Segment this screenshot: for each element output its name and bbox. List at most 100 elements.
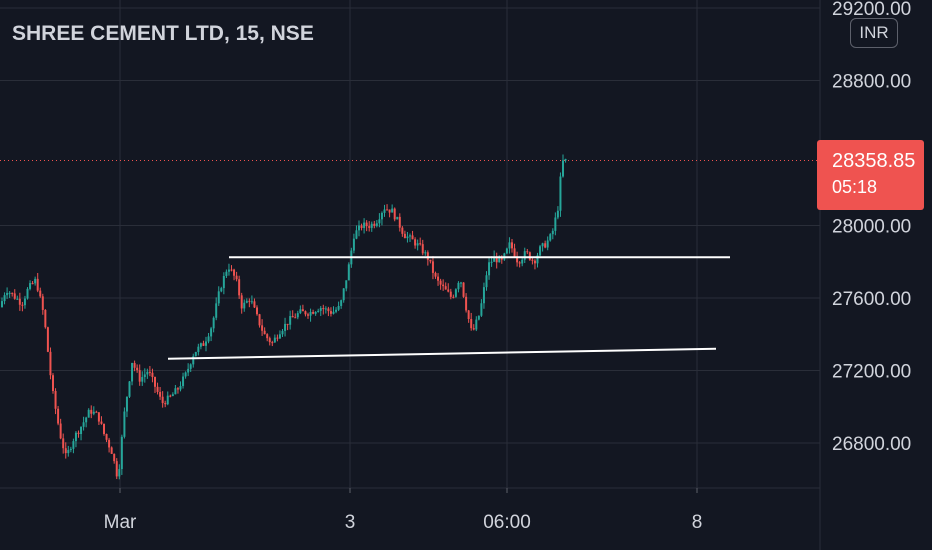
last-price-tag: 28358.85 05:18 — [817, 140, 924, 210]
y-tick-label: 27600.00 — [832, 289, 911, 310]
candle-body — [544, 243, 547, 248]
last-price-value: 28358.85 — [832, 150, 916, 172]
candle-body — [500, 256, 503, 260]
candle-body — [411, 235, 414, 240]
candle-body — [276, 337, 279, 339]
candle-body — [495, 256, 498, 263]
candle-body — [238, 279, 241, 296]
candle-body — [248, 300, 251, 302]
bar-countdown: 05:18 — [832, 177, 878, 197]
candle-body — [360, 225, 363, 228]
candle-body — [16, 298, 19, 300]
candle-body — [105, 433, 108, 440]
candle-body — [113, 453, 116, 462]
candle-body — [281, 330, 284, 335]
candle-body — [235, 275, 238, 280]
candle-body — [8, 292, 11, 294]
candle-body — [74, 432, 77, 442]
candle-body — [309, 311, 312, 316]
candle-body — [128, 381, 131, 397]
candlestick-series — [0, 154, 820, 480]
candle-body — [539, 246, 542, 256]
candle-body — [439, 280, 442, 285]
candle-body — [470, 318, 473, 329]
candle-body — [41, 296, 44, 310]
grid-lines — [0, 0, 820, 488]
candle-body — [314, 312, 317, 314]
candle-body — [368, 226, 371, 228]
candle-body — [67, 449, 70, 454]
candle-body — [171, 394, 174, 397]
y-tick-label: 26800.00 — [832, 434, 911, 455]
candle-body — [449, 291, 452, 297]
candle-body — [210, 328, 213, 337]
candle-body — [322, 308, 325, 310]
candle-body — [245, 300, 248, 303]
candle-body — [480, 303, 483, 316]
candle-body — [375, 223, 378, 226]
candle-body — [57, 408, 60, 424]
candle-body — [250, 301, 253, 303]
candle-body — [233, 269, 236, 276]
candle-body — [304, 311, 307, 315]
candle-body — [363, 222, 366, 228]
candle-body — [378, 219, 381, 224]
candle-body — [505, 248, 508, 254]
candle-body — [526, 251, 529, 253]
candle-body — [444, 286, 447, 290]
candle-body — [184, 372, 187, 377]
candle-body — [64, 448, 67, 454]
candle-body — [31, 283, 34, 285]
candle-body — [266, 334, 269, 339]
candle-body — [202, 343, 205, 346]
candle-body — [370, 223, 373, 228]
trendline-group[interactable] — [167, 256, 730, 360]
candle-body — [82, 422, 85, 427]
y-tick-label: 28800.00 — [832, 72, 911, 93]
candle-body — [406, 236, 409, 239]
candle-body — [77, 432, 80, 434]
candle-body — [23, 298, 26, 306]
candle-body — [118, 469, 121, 477]
candle-body — [108, 439, 111, 448]
y-tick-label: 29200.00 — [832, 0, 911, 20]
candle-body — [182, 376, 185, 387]
candle-body — [365, 222, 368, 227]
candle-body — [521, 259, 524, 264]
candle-body — [54, 390, 57, 409]
candle-body — [97, 412, 100, 422]
candle-body — [513, 248, 516, 257]
candle-body — [536, 255, 539, 264]
candle-body — [230, 269, 233, 271]
candle-body — [319, 308, 322, 311]
candle-body — [347, 264, 350, 281]
candle-body — [29, 283, 32, 289]
support-trendline[interactable] — [167, 347, 717, 360]
candle-body — [136, 367, 139, 371]
candle-body — [284, 323, 287, 331]
candle-body — [18, 298, 21, 305]
candle-body — [80, 426, 83, 434]
candle-body — [199, 343, 202, 347]
candle-body — [212, 317, 215, 329]
candle-body — [225, 271, 228, 276]
candle-body — [143, 374, 146, 378]
candle-body — [416, 243, 419, 246]
candle-body — [72, 441, 75, 449]
currency-button[interactable]: INR — [850, 18, 898, 48]
x-tick-label: 8 — [692, 512, 703, 533]
candle-body — [434, 272, 437, 277]
candle-body — [215, 303, 218, 318]
candle-body — [421, 244, 424, 254]
candle-body — [176, 388, 179, 390]
candle-body — [386, 209, 389, 211]
candle-body — [115, 461, 118, 477]
candle-body — [85, 417, 88, 423]
candle-body — [317, 310, 320, 313]
candle-body — [258, 314, 261, 326]
candle-body — [222, 275, 225, 289]
candle-body — [1, 301, 3, 308]
candle-body — [477, 315, 480, 320]
